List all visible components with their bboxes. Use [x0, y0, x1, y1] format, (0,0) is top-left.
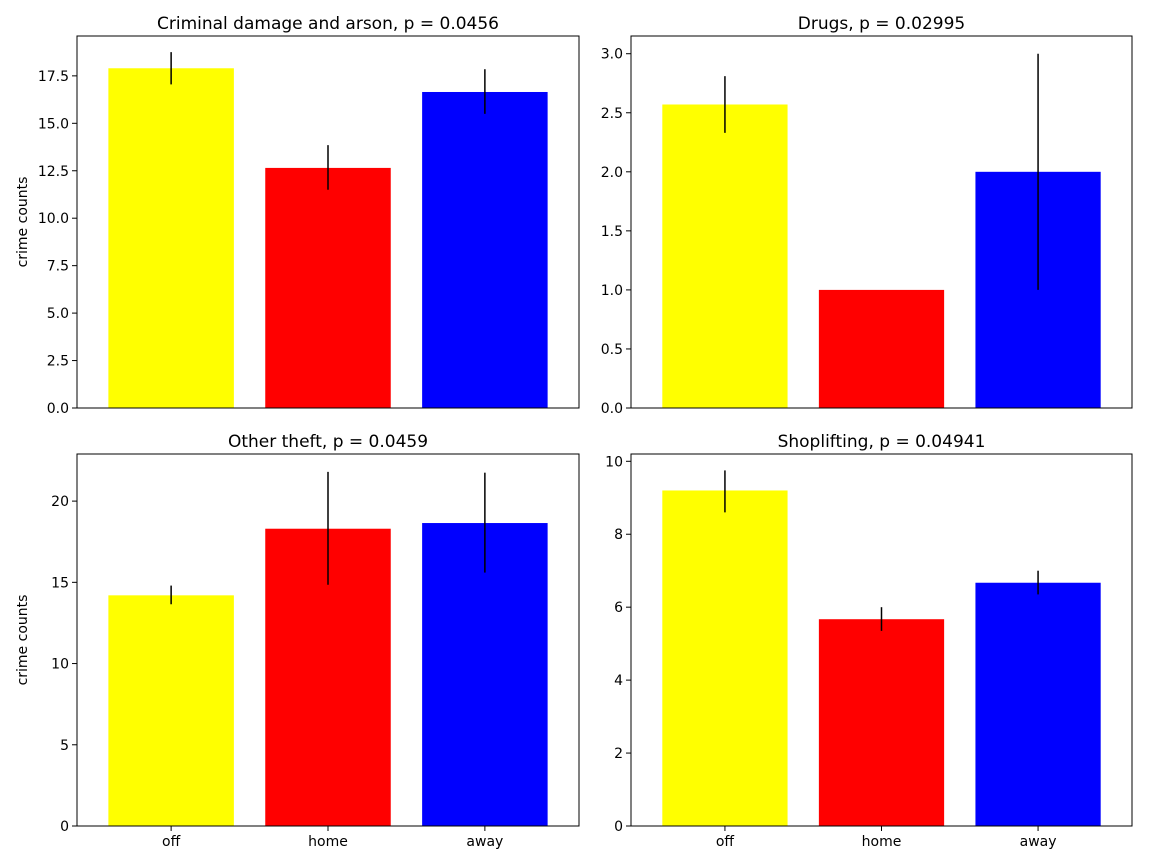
x-tick-label: off [716, 834, 735, 850]
y-tick-label: 8 [614, 527, 623, 543]
y-tick-label: 12.5 [38, 164, 69, 180]
axes-frame [630, 35, 1133, 409]
y-tick-label: 0 [60, 819, 69, 835]
subplot-other-theft: 0 5 10 15 20 off home away Other theft, p = 0.04… [15, 432, 580, 850]
x-tick-label: home [862, 834, 902, 850]
chart-title: Drugs, p = 0.02995 [798, 14, 965, 34]
y-tick-label: 7.5 [47, 259, 69, 275]
y-tick-label: 5.0 [47, 306, 69, 322]
x-tick-label: off [162, 834, 181, 850]
bar-home [265, 167, 391, 408]
y-tick-label: 17.5 [38, 69, 69, 85]
bar-off [662, 490, 788, 826]
bar-off [662, 104, 788, 408]
chart-title: Shoplifting, p = 0.04941 [778, 432, 986, 452]
bar-home [818, 619, 945, 826]
subplot-drugs: 0.0 0.5 1.0 1.5 2.0 2.5 3.0 Drugs, p = 0.02995 [601, 14, 1133, 417]
y-tick-label: 6 [614, 600, 623, 616]
bar-home [818, 289, 945, 408]
y-tick-label: 20 [51, 494, 69, 510]
y-tick-label: 10 [51, 657, 69, 673]
y-tick-label: 2.5 [601, 106, 623, 122]
x-tick-label: away [1020, 834, 1057, 850]
y-axis-label: crime counts [15, 177, 31, 268]
y-tick-label: 0.0 [47, 401, 69, 417]
y-tick-label: 0 [614, 819, 623, 835]
y-tick-label: 2.5 [47, 354, 69, 370]
y-tick-label: 1.5 [601, 224, 623, 240]
chart-title: Criminal damage and arson, p = 0.0456 [157, 14, 499, 34]
subplot-shoplifting: 0 2 4 6 8 10 off home away Shoplifting, p = 0.049… [605, 432, 1133, 850]
bar-off [108, 68, 234, 408]
y-tick-label: 10 [605, 454, 623, 470]
y-tick-label: 2 [614, 746, 623, 762]
y-tick-label: 15 [51, 575, 69, 591]
bar-away [422, 523, 548, 826]
x-tick-label: away [466, 834, 503, 850]
bar-away [975, 582, 1101, 826]
y-tick-label: 2.0 [601, 165, 623, 181]
y-tick-label: 10.0 [38, 211, 69, 227]
axes-frame [76, 35, 580, 409]
subplot-criminal-damage: 0.0 2.5 5.0 7.5 10.0 12.5 15.0 17.5 Criminal dam… [15, 14, 580, 417]
x-tick-label: home [308, 834, 348, 850]
y-axis-label: crime counts [15, 595, 31, 686]
y-tick-label: 15.0 [38, 116, 69, 132]
bar-off [108, 595, 234, 826]
y-tick-label: 0.5 [601, 342, 623, 358]
chart-title: Other theft, p = 0.0459 [228, 432, 428, 452]
y-tick-label: 5 [60, 738, 69, 754]
y-tick-label: 1.0 [601, 283, 623, 299]
y-tick-label: 4 [614, 673, 623, 689]
y-tick-label: 0.0 [601, 401, 623, 417]
y-tick-label: 3.0 [601, 47, 623, 63]
bar-away [422, 91, 548, 408]
